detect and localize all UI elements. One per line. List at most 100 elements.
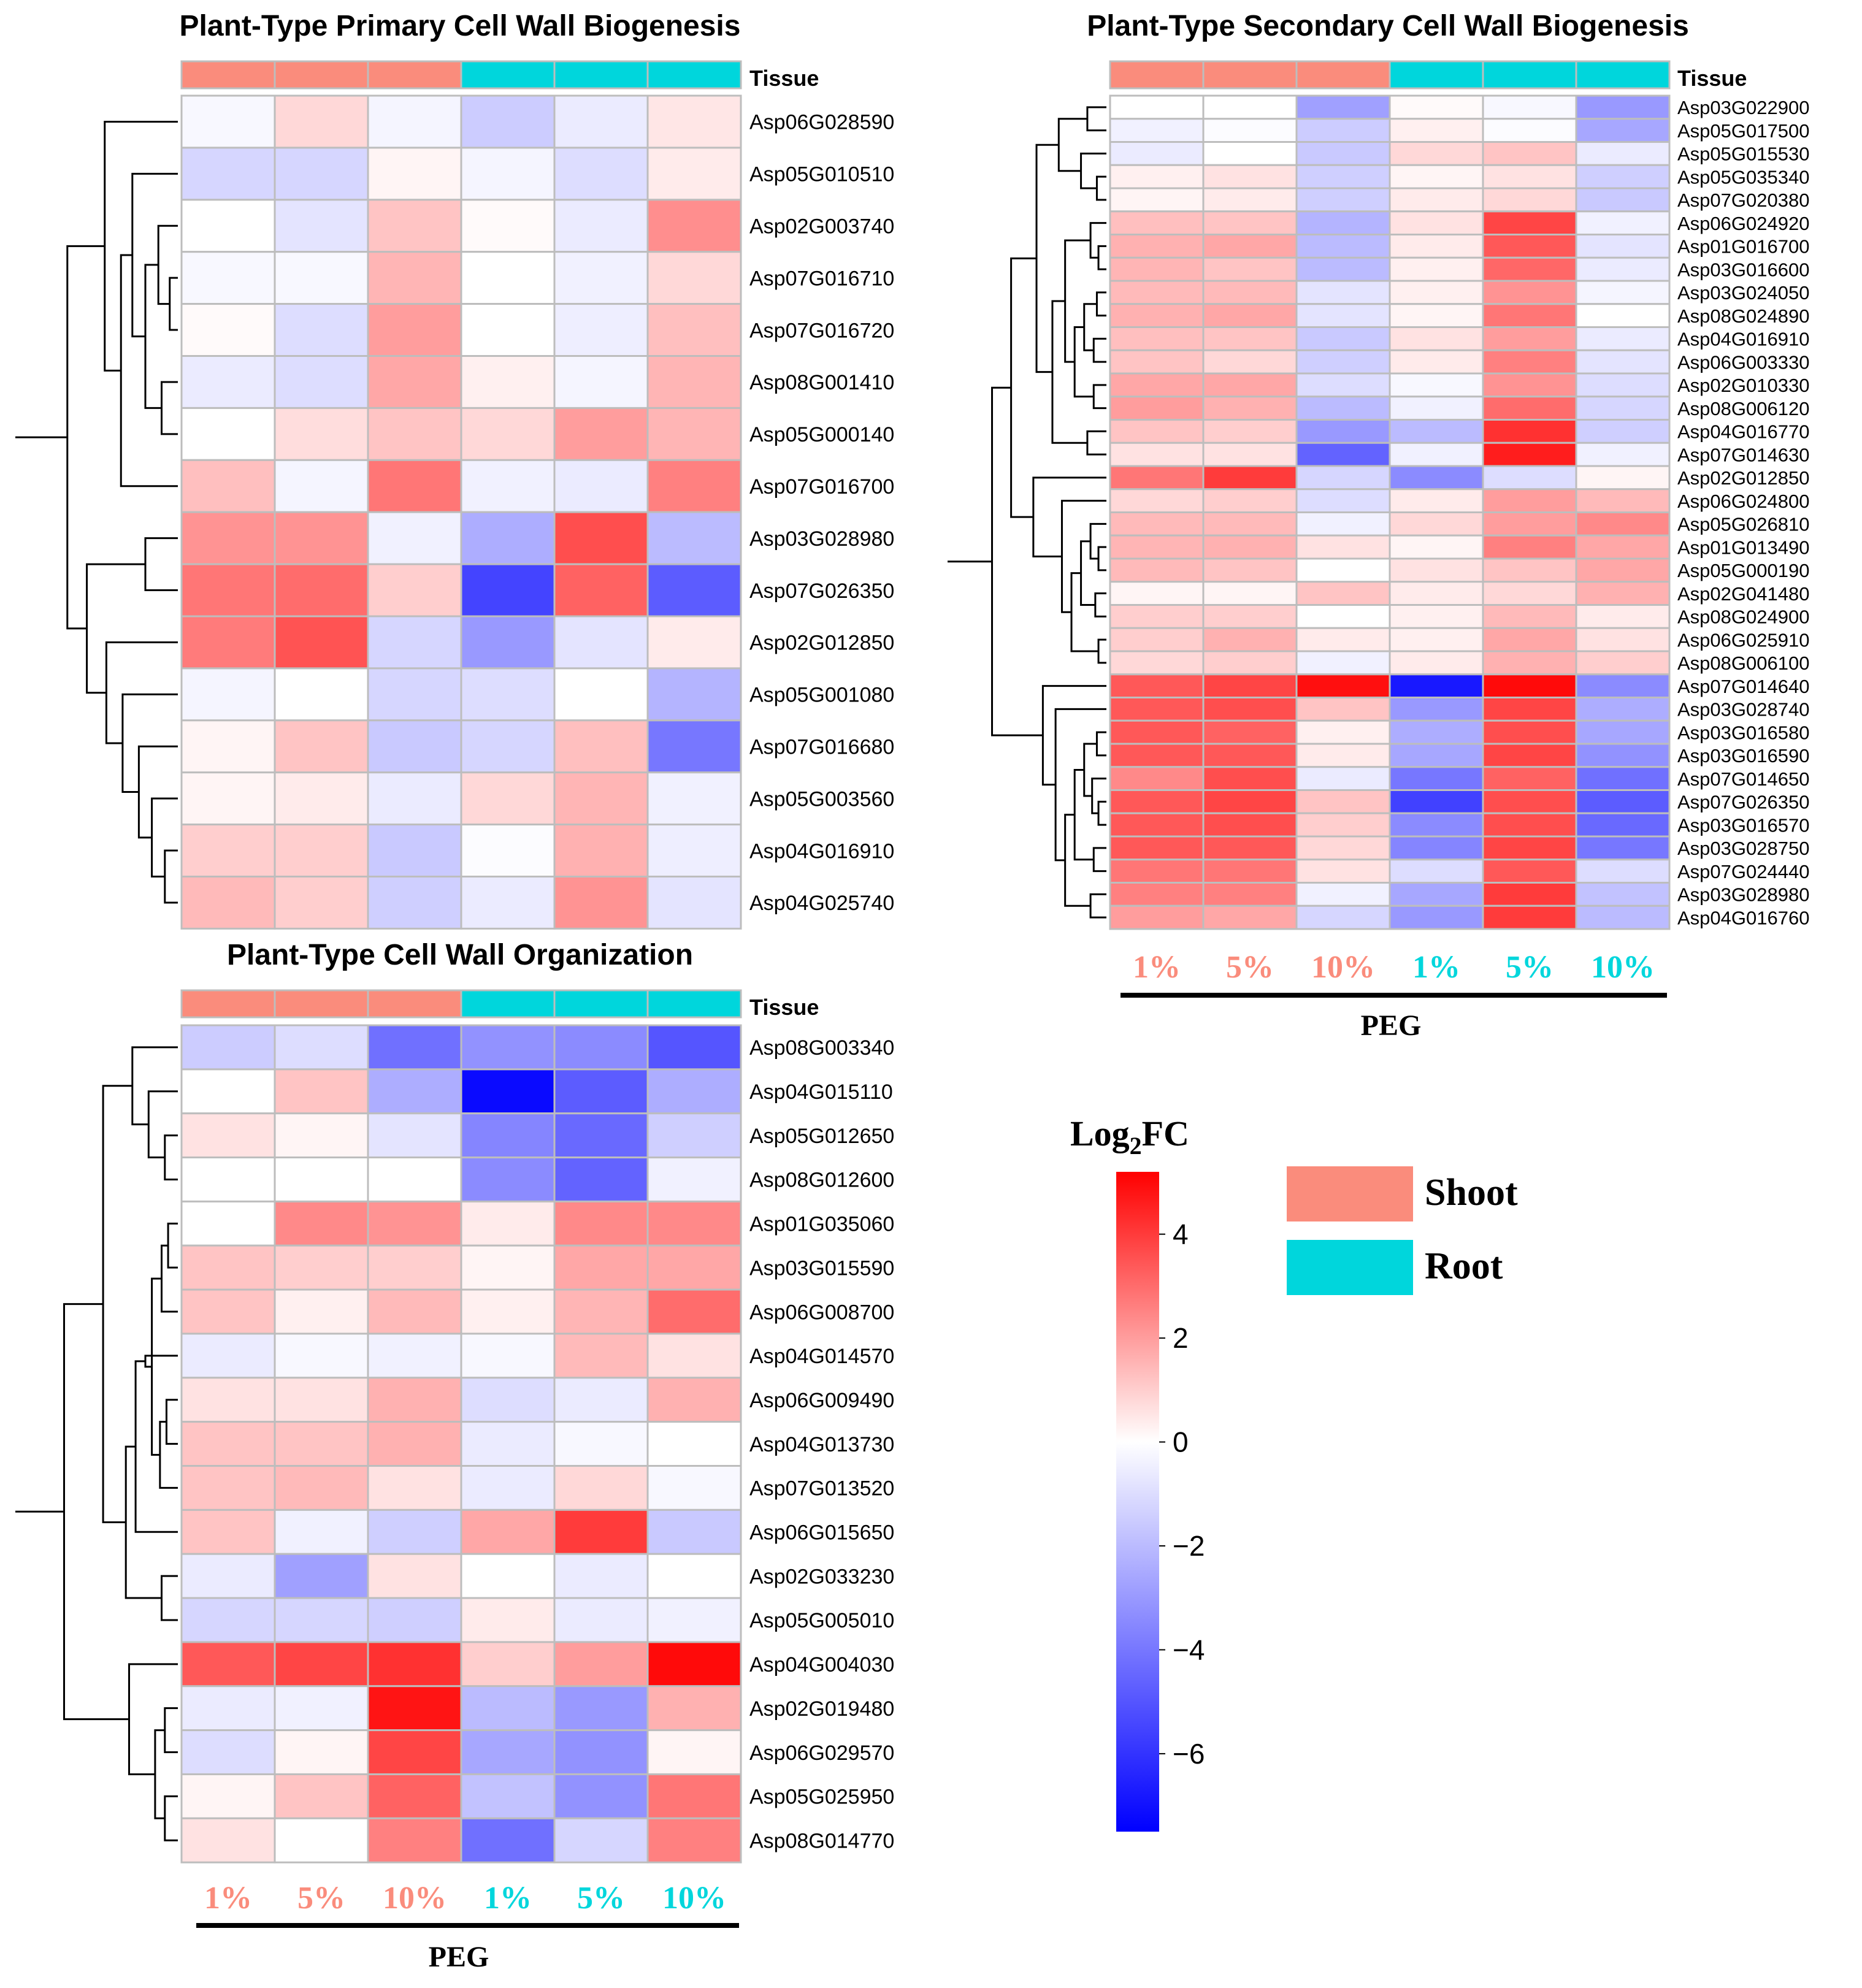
- primary-cell-r15-c2: [274, 824, 369, 877]
- organization-tissue-bar: [180, 989, 742, 1019]
- secondary-cell-r9-c5: [1482, 280, 1577, 305]
- organization-cell-r17-c2: [274, 1729, 369, 1775]
- organization-dendro-branch: [144, 1355, 178, 1368]
- primary-cell-r9-c6: [646, 511, 742, 565]
- organization-cell-r6-c3: [367, 1244, 462, 1291]
- organization-cell-r8-c6: [646, 1332, 742, 1379]
- primary-cell-r14-c1: [180, 771, 276, 826]
- organization-cell-r14-c2: [274, 1597, 369, 1643]
- secondary-cell-r20-c2: [1202, 534, 1298, 560]
- organization-cell-r18-c5: [553, 1773, 649, 1819]
- secondary-cell-r4-c3: [1295, 164, 1391, 189]
- organization-dendro-branch: [164, 1707, 178, 1754]
- primary-dendro-branch: [144, 537, 178, 592]
- organization-cell-r5-c5: [553, 1200, 649, 1247]
- secondary-dendro-branch: [1095, 731, 1106, 757]
- secondary-cell-r22-c1: [1109, 581, 1205, 606]
- organization-column-label: 5%: [297, 1881, 345, 1916]
- primary-heatmap-panel: Plant-Type Primary Cell Wall Biogenesis …: [15, 10, 894, 930]
- secondary-cell-r19-c2: [1202, 511, 1298, 537]
- secondary-cell-r13-c3: [1295, 372, 1391, 398]
- organization-cell-r1-c2: [274, 1024, 369, 1071]
- secondary-cell-r36-c6: [1575, 904, 1671, 930]
- organization-cell-r2-c5: [553, 1068, 649, 1115]
- primary-cell-r2-c5: [553, 147, 649, 201]
- secondary-tissue-cell-6: [1575, 60, 1671, 90]
- secondary-cell-r22-c2: [1202, 581, 1298, 606]
- organization-cell-r12-c5: [553, 1508, 649, 1555]
- primary-cell-r11-c6: [646, 615, 742, 670]
- organization-cell-r12-c6: [646, 1508, 742, 1555]
- organization-cell-r7-c2: [274, 1288, 369, 1335]
- secondary-cell-r28-c4: [1389, 719, 1484, 745]
- secondary-row-label: Asp03G016600: [1677, 259, 1809, 280]
- primary-cell-r8-c4: [460, 459, 556, 513]
- primary-cell-r7-c6: [646, 407, 742, 461]
- secondary-row-label: Asp03G028740: [1677, 699, 1809, 721]
- secondary-cell-r24-c6: [1575, 627, 1671, 652]
- primary-cell-r11-c5: [553, 615, 649, 670]
- organization-cell-r2-c3: [367, 1068, 462, 1115]
- secondary-row-label: Asp04G016760: [1677, 907, 1809, 928]
- secondary-cell-r16-c2: [1202, 442, 1298, 467]
- secondary-dendro-branch: [1051, 300, 1087, 444]
- organization-cell-r5-c2: [274, 1200, 369, 1247]
- primary-cell-r16-c6: [646, 876, 742, 930]
- organization-dendro-branch: [167, 1222, 178, 1269]
- secondary-row-label: Asp08G024890: [1677, 305, 1809, 327]
- secondary-row-label: Asp05G000190: [1677, 560, 1809, 581]
- secondary-cell-r24-c5: [1482, 627, 1577, 652]
- secondary-cell-r1-c1: [1109, 94, 1205, 120]
- secondary-cell-r8-c1: [1109, 256, 1205, 282]
- primary-cell-r2-c4: [460, 147, 556, 201]
- secondary-cell-r9-c1: [1109, 280, 1205, 305]
- organization-column-label: 5%: [577, 1881, 625, 1916]
- primary-dendro-branch: [86, 563, 145, 694]
- secondary-cell-r13-c6: [1575, 372, 1671, 398]
- organization-row-label: Asp02G033230: [749, 1565, 894, 1588]
- secondary-cell-r1-c4: [1389, 94, 1484, 120]
- secondary-cell-r28-c6: [1575, 719, 1671, 745]
- secondary-cell-r11-c2: [1202, 326, 1298, 351]
- primary-cell-r12-c2: [274, 667, 369, 722]
- secondary-dendro-branch: [1086, 430, 1106, 456]
- secondary-cell-r3-c3: [1295, 141, 1391, 166]
- secondary-cell-r26-c1: [1109, 673, 1205, 698]
- secondary-cell-r35-c1: [1109, 882, 1205, 907]
- primary-cell-r14-c6: [646, 771, 742, 826]
- secondary-cell-r11-c5: [1482, 326, 1577, 351]
- primary-cell-r4-c4: [460, 251, 556, 305]
- secondary-cell-r26-c4: [1389, 673, 1484, 698]
- organization-cell-r3-c1: [180, 1112, 276, 1159]
- secondary-cell-r10-c5: [1482, 303, 1577, 328]
- secondary-cell-r33-c5: [1482, 835, 1577, 861]
- colorbar-tick-label: −4: [1173, 1634, 1205, 1665]
- organization-heatmap-panel: Plant-Type Cell Wall Organization Tissue…: [15, 939, 894, 1973]
- primary-cell-r6-c3: [367, 355, 462, 409]
- secondary-cell-r31-c5: [1482, 789, 1577, 814]
- secondary-cell-r1-c6: [1575, 94, 1671, 120]
- organization-dendro-branch: [164, 1134, 178, 1180]
- organization-row-label: Asp04G015110: [749, 1080, 893, 1104]
- secondary-row-label: Asp07G026350: [1677, 792, 1809, 813]
- secondary-cell-r25-c3: [1295, 650, 1391, 676]
- secondary-row-label: Asp05G035340: [1677, 166, 1809, 188]
- primary-dendro-branch: [104, 120, 178, 372]
- organization-cell-r4-c2: [274, 1156, 369, 1202]
- secondary-dendro-branch: [1097, 638, 1106, 664]
- secondary-cell-r32-c6: [1575, 812, 1671, 838]
- secondary-row-label: Asp03G028980: [1677, 884, 1809, 906]
- secondary-cell-r19-c3: [1295, 511, 1391, 537]
- organization-cell-r14-c5: [553, 1597, 649, 1643]
- organization-row-labels: Asp08G003340 Asp04G015110 Asp05G012650 Asp0…: [749, 1036, 894, 1852]
- secondary-dendro-branch: [1097, 800, 1106, 826]
- secondary-cell-r18-c1: [1109, 488, 1205, 513]
- primary-dendro-branch: [131, 172, 178, 338]
- organization-cell-r5-c3: [367, 1200, 462, 1247]
- secondary-cell-r5-c4: [1389, 187, 1484, 213]
- organization-cell-r14-c4: [460, 1597, 556, 1643]
- secondary-cell-r5-c1: [1109, 187, 1205, 213]
- secondary-cell-r7-c5: [1482, 234, 1577, 259]
- primary-cell-r3-c6: [646, 199, 742, 253]
- organization-cell-r12-c1: [180, 1508, 276, 1555]
